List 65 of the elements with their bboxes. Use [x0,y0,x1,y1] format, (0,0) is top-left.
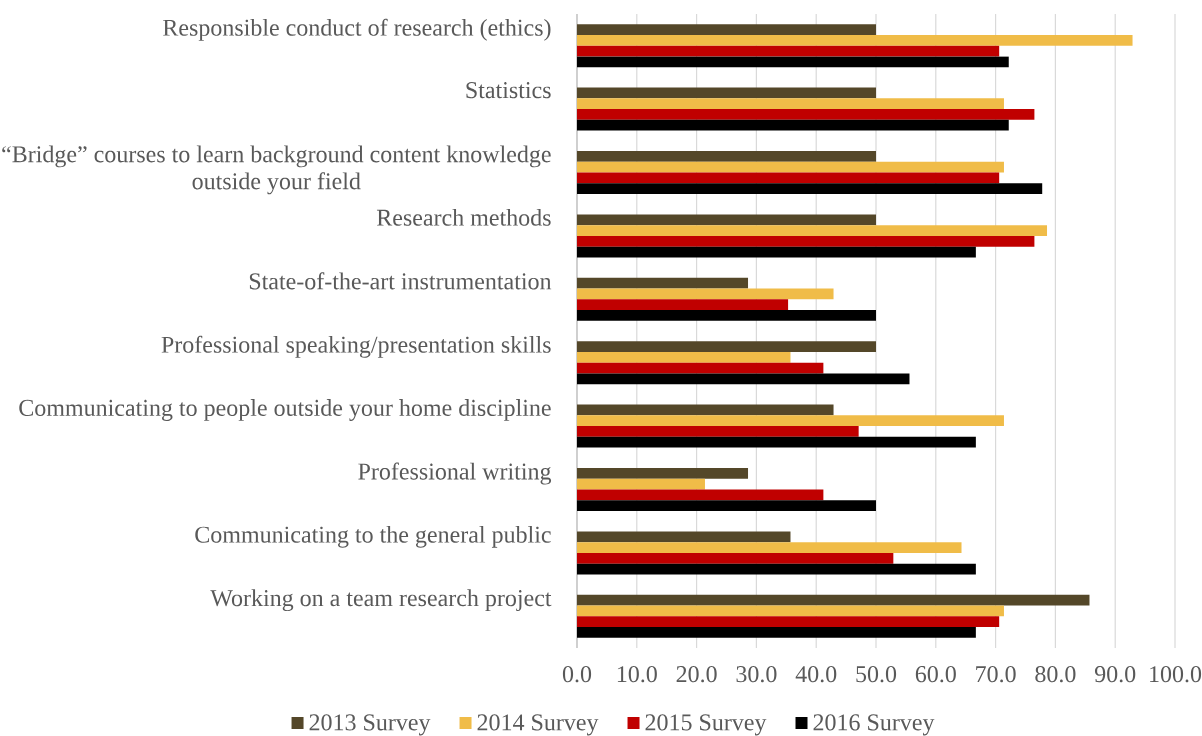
x-tick-label: 90.0 [1094,666,1136,683]
bar [577,56,1009,68]
bar [577,605,1004,617]
bar [577,151,876,162]
bar [577,594,1090,606]
y-tick-label: Working on a team research project [210,589,552,612]
x-tick-label: 40.0 [795,666,837,683]
bar [577,563,976,575]
y-tick-label: Professional writing [358,462,552,485]
bar [577,246,976,258]
legend-label: 2014 Survey [477,714,599,736]
bar [577,299,789,311]
bar [577,34,1133,46]
bar [577,24,876,35]
legend-label: 2015 Survey [645,714,767,736]
bar [577,373,910,385]
bar [577,627,976,638]
bar [577,310,876,321]
bar [577,426,859,437]
bar [577,109,1035,120]
bar [577,404,834,416]
bar [577,478,705,490]
bar [577,616,1000,628]
bar [577,489,824,501]
x-tick-label: 70.0 [976,666,1016,683]
bar [577,436,976,448]
bar [577,214,876,226]
bar [577,415,1004,427]
y-tick-label: State-of-the-art instrumentation [249,272,552,290]
bar [577,87,876,99]
bar [577,277,749,289]
x-tick-label: 10.0 [617,666,657,683]
bar [577,341,876,352]
x-tick-label: 50.0 [856,666,897,683]
bar [577,172,1000,184]
y-tick-label: “Bridge” courses to learn background content knowledge outside your field [2,145,551,195]
y-tick-label: Communicating to the general public [195,525,551,548]
bar [577,183,1043,194]
bar [577,161,1004,173]
y-tick-label: Responsible conduct of research (ethics) [163,18,551,41]
bar [577,552,894,564]
bar [577,119,1009,131]
y-tick-label: Communicating to people outside your home discipline [19,399,551,421]
x-tick-label: 80.0 [1035,666,1076,683]
bar [577,362,824,374]
bar [577,45,1000,57]
x-tick-label: 60.0 [915,666,956,683]
bar [577,531,791,543]
legend-label: 2013 Survey [309,714,431,736]
bar [577,225,1048,236]
y-tick-label: Professional speaking/presentation skills [161,335,551,358]
x-tick-label: 100.0 [1150,666,1202,683]
y-tick-label: Statistics [466,82,551,99]
x-tick-label: 0.0 [562,666,592,683]
bar [577,98,1004,110]
bar [577,500,876,511]
bar [577,351,791,363]
x-tick-label: 20.0 [676,666,717,683]
bar [577,542,962,553]
bar [577,235,1035,247]
bar [577,288,834,300]
bar [577,468,749,479]
x-tick-label: 30.0 [736,666,777,683]
legend-label: 2016 Survey [813,714,935,736]
y-tick-label: Research methods [376,208,551,226]
